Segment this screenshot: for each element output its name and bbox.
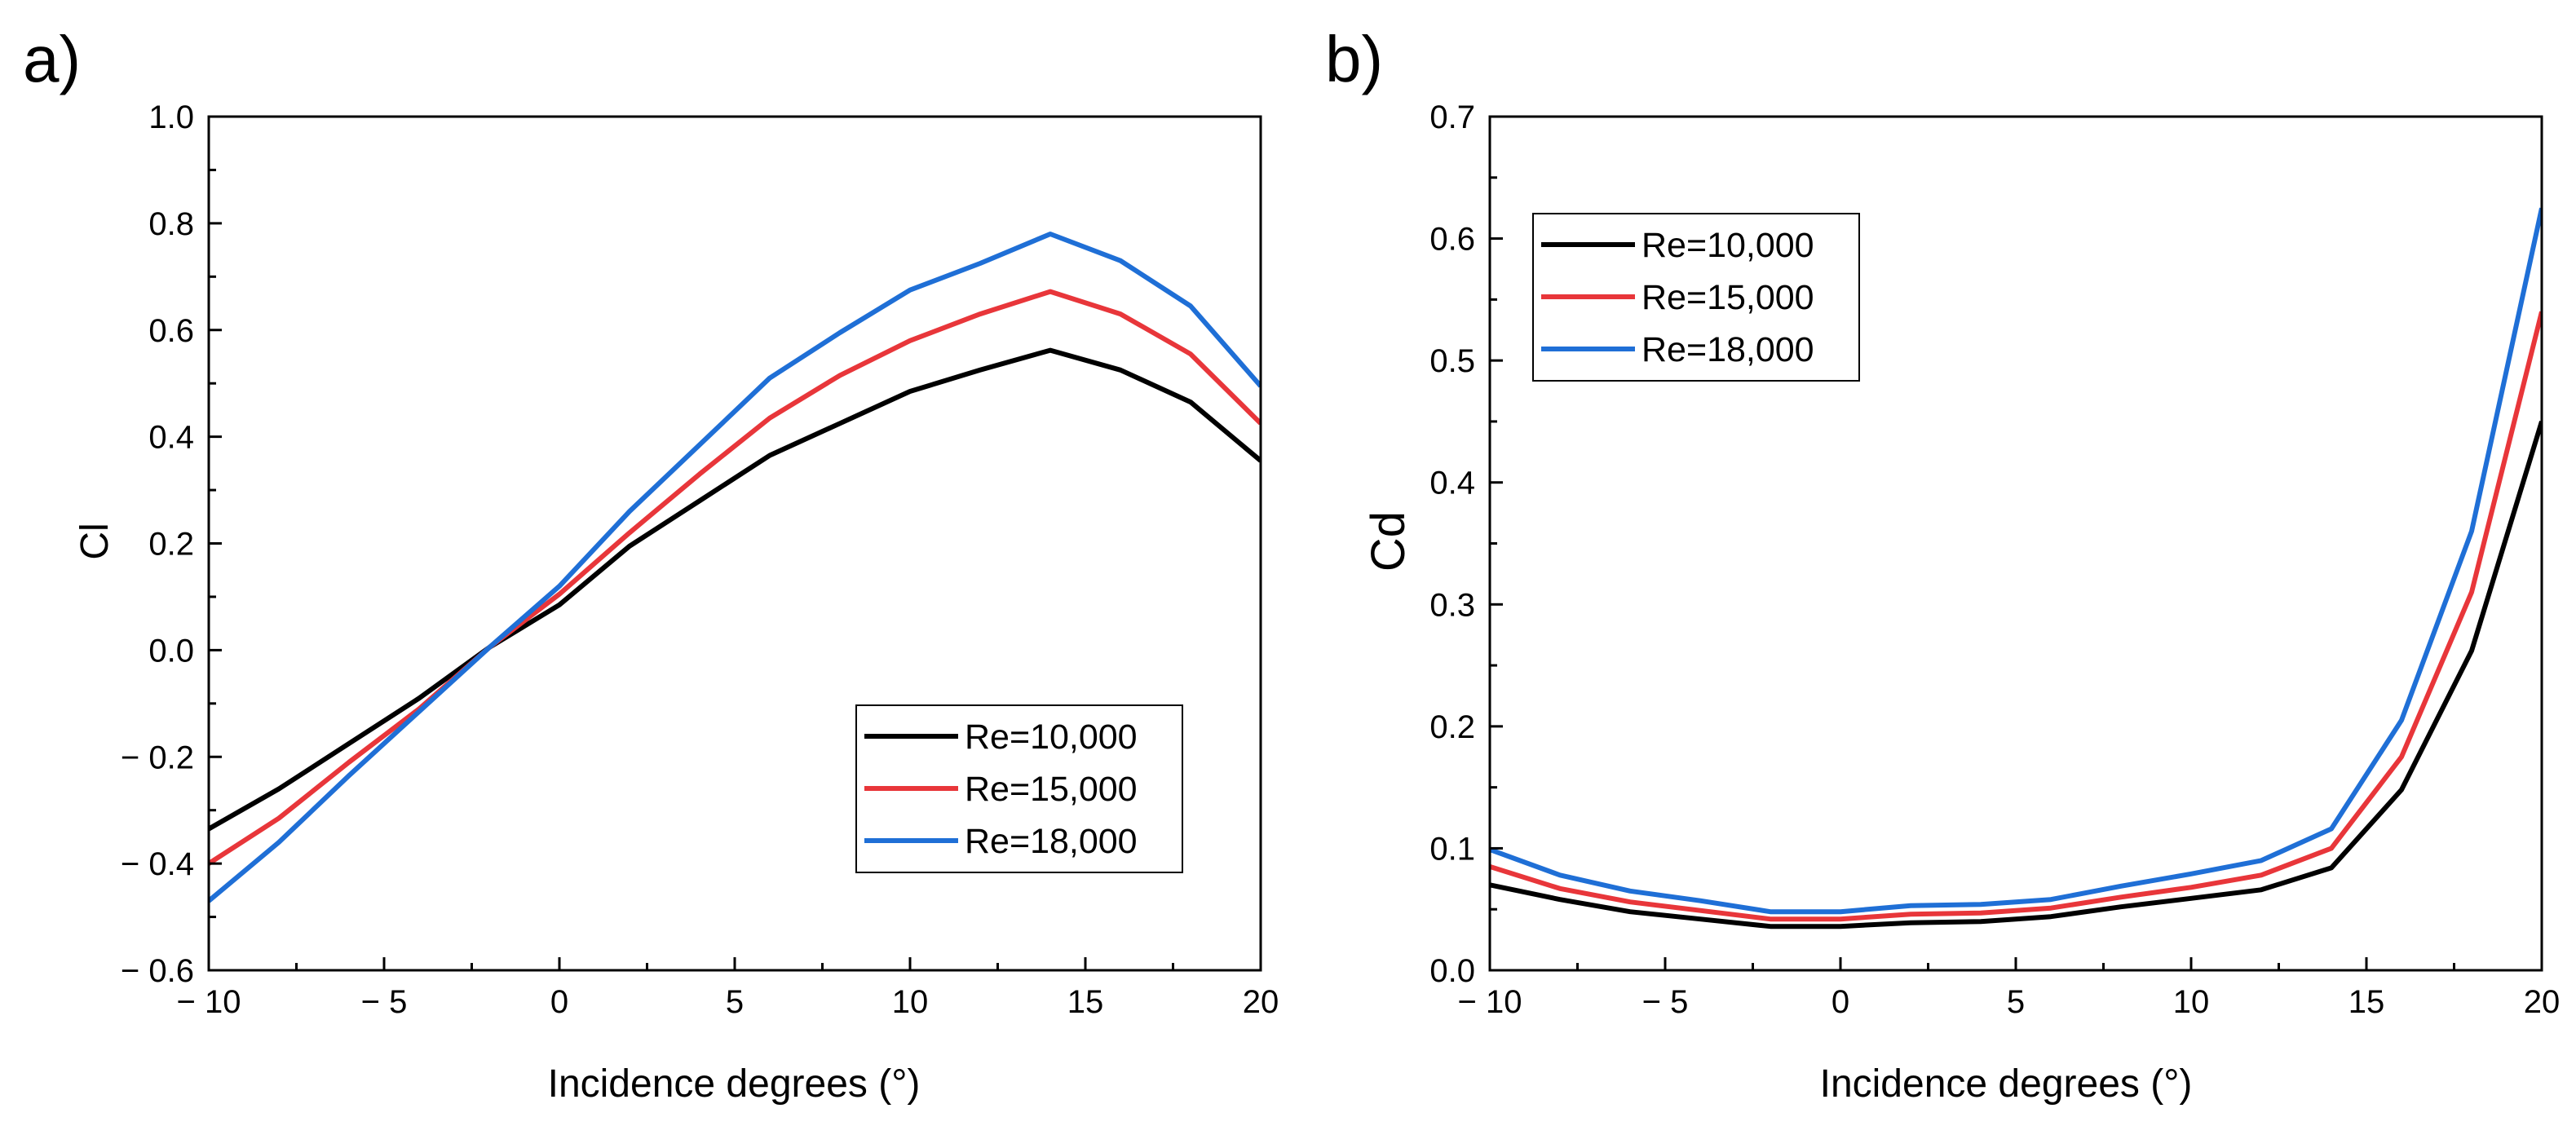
y-axis-label-a: Cl [73, 523, 117, 559]
x-tick-label-b: − 10 [1458, 984, 1522, 1020]
x-tick-label-b: 15 [2348, 984, 2385, 1020]
series-line-b-2 [1490, 311, 2542, 922]
series-line-a-1 [209, 347, 1261, 832]
y-tick-label-b: 0.5 [1429, 343, 1475, 379]
legend-label-b-3: Re=18,000 [1641, 330, 1814, 369]
y-tick-label-b: 0.1 [1429, 831, 1475, 867]
y-tick-label-b: 0.3 [1429, 587, 1475, 623]
x-tick-label-b: 10 [2173, 984, 2210, 1020]
x-tick-label-a: 15 [1067, 984, 1104, 1020]
legend-label-b-1: Re=10,000 [1641, 226, 1814, 265]
chart-a: a) Incidence degrees (°) Cl − 10 − 5 0 5 10 1… [23, 23, 1279, 1106]
legend-label-b-2: Re=15,000 [1641, 278, 1814, 317]
legend-label-a-2: Re=15,000 [965, 770, 1138, 809]
x-tick-label-b: 0 [1831, 984, 1849, 1020]
y-tick-label-b: 0.2 [1429, 709, 1475, 745]
legend-label-a-1: Re=10,000 [965, 718, 1138, 757]
series-line-b-3 [1490, 207, 2542, 915]
legend-b: Re=10,000 Re=15,000 Re=18,000 [1532, 213, 1860, 382]
x-tick-label-a: 10 [892, 984, 929, 1020]
x-axis-label-a: Incidence degrees (°) [548, 1062, 921, 1106]
y-tick-label-a: − 0.6 [121, 953, 194, 989]
x-tick-label-b: 5 [2007, 984, 2025, 1020]
y-tick-label-a: 0.8 [148, 206, 194, 242]
y-tick-label-a: 0.2 [148, 527, 194, 563]
y-tick-label-b: 0.0 [1429, 953, 1475, 989]
y-tick-label-b: 0.6 [1429, 222, 1475, 258]
y-tick-label-a: − 0.4 [121, 846, 194, 882]
series-line-a-2 [209, 289, 1261, 866]
x-tick-label-a: 20 [1243, 984, 1279, 1020]
panel-label-b: b) [1325, 23, 1383, 95]
panel-label-a: a) [23, 23, 81, 95]
y-tick-label-b: 0.4 [1429, 466, 1475, 501]
legend-a: Re=10,000 Re=15,000 Re=18,000 [855, 704, 1183, 873]
series-line-b-1 [1490, 421, 2542, 930]
y-tick-label-a: 1.0 [148, 99, 194, 135]
series-line-a-3 [209, 232, 1261, 903]
x-tick-label-b: − 5 [1642, 984, 1689, 1020]
y-tick-label-b: 0.7 [1429, 99, 1475, 135]
x-tick-label-a: − 10 [177, 984, 241, 1020]
x-tick-label-a: 0 [550, 984, 568, 1020]
y-tick-label-a: 0.4 [148, 420, 194, 456]
x-tick-label-a: − 5 [361, 984, 408, 1020]
x-axis-label-b: Incidence degrees (°) [1820, 1062, 2193, 1106]
y-tick-label-a: − 0.2 [121, 740, 194, 775]
legend-label-a-3: Re=18,000 [965, 822, 1138, 861]
y-tick-label-a: 0.6 [148, 313, 194, 349]
y-axis-label-b: Cd [1362, 511, 1415, 572]
x-tick-label-a: 5 [726, 984, 744, 1020]
x-tick-label-b: 20 [2524, 984, 2561, 1020]
chart-b: b) Incidence degrees (°) Cd − 10 − 5 0 5 10 1… [1325, 23, 2560, 1106]
y-tick-label-a: 0.0 [148, 633, 194, 669]
